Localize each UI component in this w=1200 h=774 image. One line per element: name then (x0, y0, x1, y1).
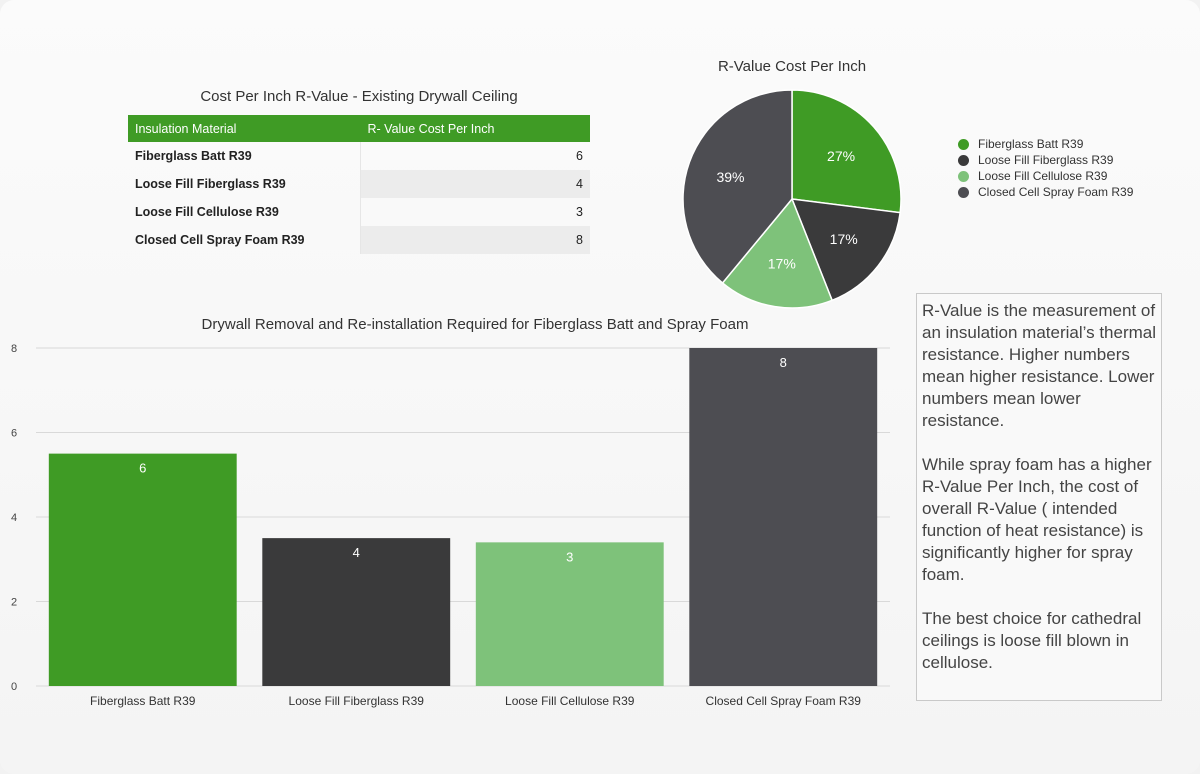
bar-data-label: 6 (139, 461, 146, 476)
x-tick-label: Fiberglass Batt R39 (90, 694, 196, 708)
legend-label: Fiberglass Batt R39 (978, 137, 1084, 151)
legend-item: Loose Fill Fiberglass R39 (958, 152, 1133, 168)
pie-slice-label: 27% (827, 148, 855, 164)
bar-data-label: 3 (566, 549, 573, 564)
pie-slice-label: 17% (830, 231, 858, 247)
table-cell-value: 8 (360, 226, 590, 254)
table-cell-material: Closed Cell Spray Foam R39 (128, 226, 361, 254)
legend-item: Loose Fill Cellulose R39 (958, 168, 1133, 184)
y-tick-label: 6 (11, 428, 17, 440)
bar-data-label: 8 (780, 355, 787, 370)
bar (475, 542, 664, 686)
y-tick-label: 8 (11, 343, 17, 355)
x-tick-label: Loose Fill Cellulose R39 (505, 694, 635, 708)
x-tick-label: Closed Cell Spray Foam R39 (706, 694, 862, 708)
pie-slice-label: 17% (768, 256, 796, 272)
table-cell-material: Loose Fill Cellulose R39 (128, 198, 361, 226)
bar (689, 348, 878, 686)
legend-item: Closed Cell Spray Foam R39 (958, 184, 1133, 200)
info-paragraph: R-Value is the measurement of an insulat… (922, 301, 1157, 430)
table-row: Loose Fill Fiberglass R39 4 (128, 170, 590, 198)
table-cell-material: Fiberglass Batt R39 (128, 142, 361, 170)
legend-label: Loose Fill Fiberglass R39 (978, 153, 1114, 167)
legend-label: Closed Cell Spray Foam R39 (978, 185, 1134, 199)
info-paragraph: While spray foam has a higher R-Value Pe… (922, 455, 1152, 584)
table-cell-value: 6 (576, 149, 583, 163)
bar-chart-title: Drywall Removal and Re-installation Requ… (201, 316, 749, 333)
y-tick-label: 4 (11, 512, 17, 524)
table-row: Closed Cell Spray Foam R39 8 (128, 226, 590, 254)
pie-slice (721, 197, 834, 309)
bar-data-label: 4 (353, 545, 360, 560)
table-title: Cost Per Inch R-Value - Existing Drywall… (200, 88, 518, 105)
pie-slice-label: 39% (716, 169, 744, 185)
legend-swatch (958, 154, 969, 166)
table-row: Loose Fill Cellulose R39 3 (128, 198, 590, 226)
info-text-box: R-Value is the measurement of an insulat… (916, 293, 1162, 701)
legend-item: Fiberglass Batt R39 (958, 136, 1133, 152)
y-tick-label: 2 (11, 597, 17, 609)
pie-slice (790, 198, 901, 302)
table-header-material: Insulation Material (128, 115, 361, 142)
table-header-row: Insulation Material R- Value Cost Per In… (128, 115, 590, 142)
bar (48, 453, 237, 686)
x-tick-label: Loose Fill Fiberglass R39 (289, 694, 425, 708)
cost-table: Insulation Material R- Value Cost Per In… (128, 115, 590, 254)
bar (262, 538, 451, 686)
table-header-cost: R- Value Cost Per Inch (360, 115, 590, 142)
table-cell-value: 3 (576, 205, 583, 219)
pie-slice (791, 89, 902, 214)
legend-swatch (958, 138, 969, 150)
pie-slice (682, 89, 793, 285)
legend-swatch (958, 186, 969, 198)
legend-label: Loose Fill Cellulose R39 (978, 169, 1108, 183)
pie-legend: Fiberglass Batt R39 Loose Fill Fiberglas… (958, 136, 1133, 200)
table-cell-value: 4 (360, 170, 590, 198)
pie-chart-title: R-Value Cost Per Inch (717, 58, 867, 75)
legend-swatch (958, 170, 969, 182)
y-tick-label: 0 (11, 681, 17, 693)
table-cell-material: Loose Fill Fiberglass R39 (128, 170, 361, 198)
info-paragraph: The best choice for cathedral ceilings i… (922, 609, 1142, 672)
table-row: Fiberglass Batt R39 6 (128, 142, 590, 170)
